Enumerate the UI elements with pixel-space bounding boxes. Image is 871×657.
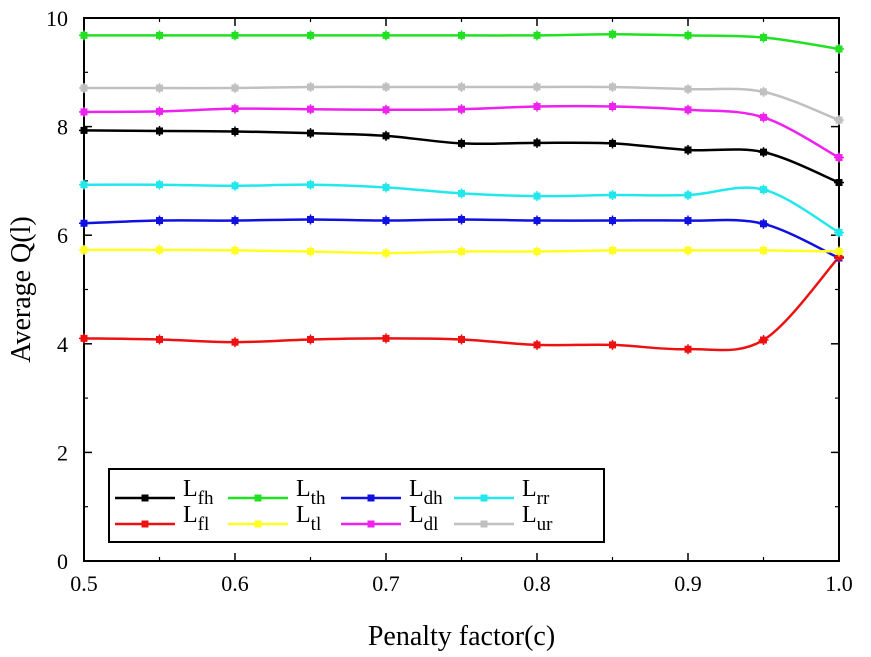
legend-marker-Lth xyxy=(254,494,262,502)
y-tick-label: 8 xyxy=(57,115,68,140)
x-tick-label: 0.7 xyxy=(372,571,400,596)
legend-label-subscript: dl xyxy=(424,514,439,535)
axis-ticks xyxy=(83,17,840,562)
legend-marker-Lrr xyxy=(480,494,488,502)
x-tick-label: 1.0 xyxy=(825,571,853,596)
legend-label-subscript: fl xyxy=(198,514,210,535)
legend-label-Ltl: Ltl xyxy=(296,502,321,535)
legend-label-subscript: fh xyxy=(198,488,214,509)
series-markers xyxy=(79,29,844,355)
legend-label-main: L xyxy=(296,502,311,528)
legend-marker-Lur xyxy=(480,520,488,528)
legend-label-Lrr: Lrr xyxy=(522,476,550,509)
legend-marker-Lfh xyxy=(141,494,149,502)
legend-label-main: L xyxy=(409,476,424,502)
x-axis-label: Penalty factor(c) xyxy=(368,621,555,652)
legend-box xyxy=(108,468,605,543)
y-tick-label: 4 xyxy=(57,332,68,357)
legend-marker-Ltl xyxy=(254,520,262,528)
y-axis-label: Average Q(l) xyxy=(6,216,37,362)
y-tick-label: 0 xyxy=(57,549,68,574)
legend-label-Lfl: Lfl xyxy=(183,502,209,535)
legend-label-subscript: dh xyxy=(424,488,444,509)
legend-label-Lur: Lur xyxy=(522,502,553,535)
legend-marker-Ldh xyxy=(367,494,375,502)
series-line-Lfh xyxy=(83,129,840,184)
x-tick-label: 0.5 xyxy=(70,571,98,596)
legend-label-Lfh: Lfh xyxy=(183,476,214,509)
x-tick-label: 0.8 xyxy=(523,571,551,596)
legend-label-subscript: ur xyxy=(537,514,554,535)
legend-label-main: L xyxy=(522,476,537,502)
legend-label-Ldl: Ldl xyxy=(409,502,438,535)
axis-tick-labels: 0.5 0.6 0.7 0.8 0.9 1.0 0 2 4 6 8 10 xyxy=(46,6,853,596)
y-tick-label: 6 xyxy=(57,223,68,248)
legend-label-main: L xyxy=(409,502,424,528)
y-tick-label: 10 xyxy=(46,6,68,31)
legend-label-main: L xyxy=(522,502,537,528)
legend-label-Lth: Lth xyxy=(296,476,326,509)
legend-marker-Lfl xyxy=(141,520,149,528)
legend-marker-Ldl xyxy=(367,520,375,528)
legend-label-subscript: th xyxy=(311,488,326,509)
legend-label-main: L xyxy=(296,476,311,502)
legend-label-subscript: tl xyxy=(311,514,322,535)
y-tick-label: 2 xyxy=(57,440,68,465)
x-tick-label: 0.9 xyxy=(674,571,702,596)
legend-label-main: L xyxy=(183,502,198,528)
legend-label-subscript: rr xyxy=(537,488,550,509)
legend-label-main: L xyxy=(183,476,198,502)
x-tick-label: 0.6 xyxy=(221,571,249,596)
legend-label-Ldh: Ldh xyxy=(409,476,443,509)
